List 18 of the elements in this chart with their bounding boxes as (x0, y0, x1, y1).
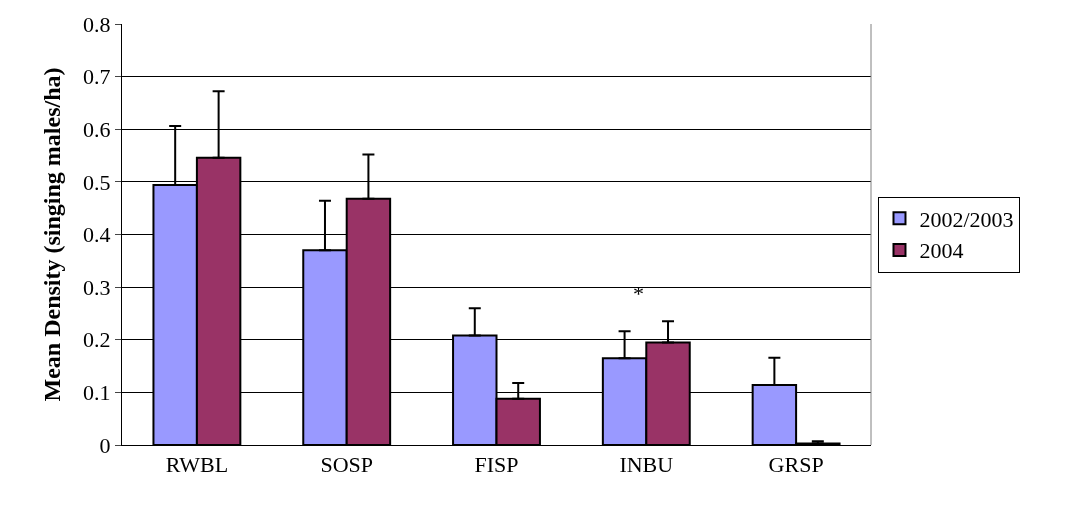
y-tick-label: 0.8 (83, 11, 111, 37)
x-tick-label: FISP (474, 452, 519, 478)
y-tick-label: 0 (99, 432, 111, 458)
x-tick-label: INBU (619, 452, 674, 478)
y-tick-label: 0.1 (83, 380, 111, 406)
x-tick-label: SOSP (320, 452, 373, 478)
legend-label: 2002/2003 (919, 206, 1014, 232)
y-tick-label: 0.6 (83, 116, 111, 142)
y-tick-label: 0.2 (83, 327, 111, 353)
annotation: * (633, 281, 644, 306)
x-tick-label: RWBL (165, 452, 229, 478)
y-tick-label: 0.5 (83, 169, 111, 195)
y-tick-label: 0.7 (83, 64, 111, 90)
x-tick-label: GRSP (768, 452, 824, 478)
y-tick-label: 0.3 (83, 274, 111, 300)
legend-label: 2004 (919, 238, 964, 264)
y-tick-label: 0.4 (83, 222, 111, 248)
y-axis-title: Mean Density (singing males/ha) (39, 67, 66, 402)
